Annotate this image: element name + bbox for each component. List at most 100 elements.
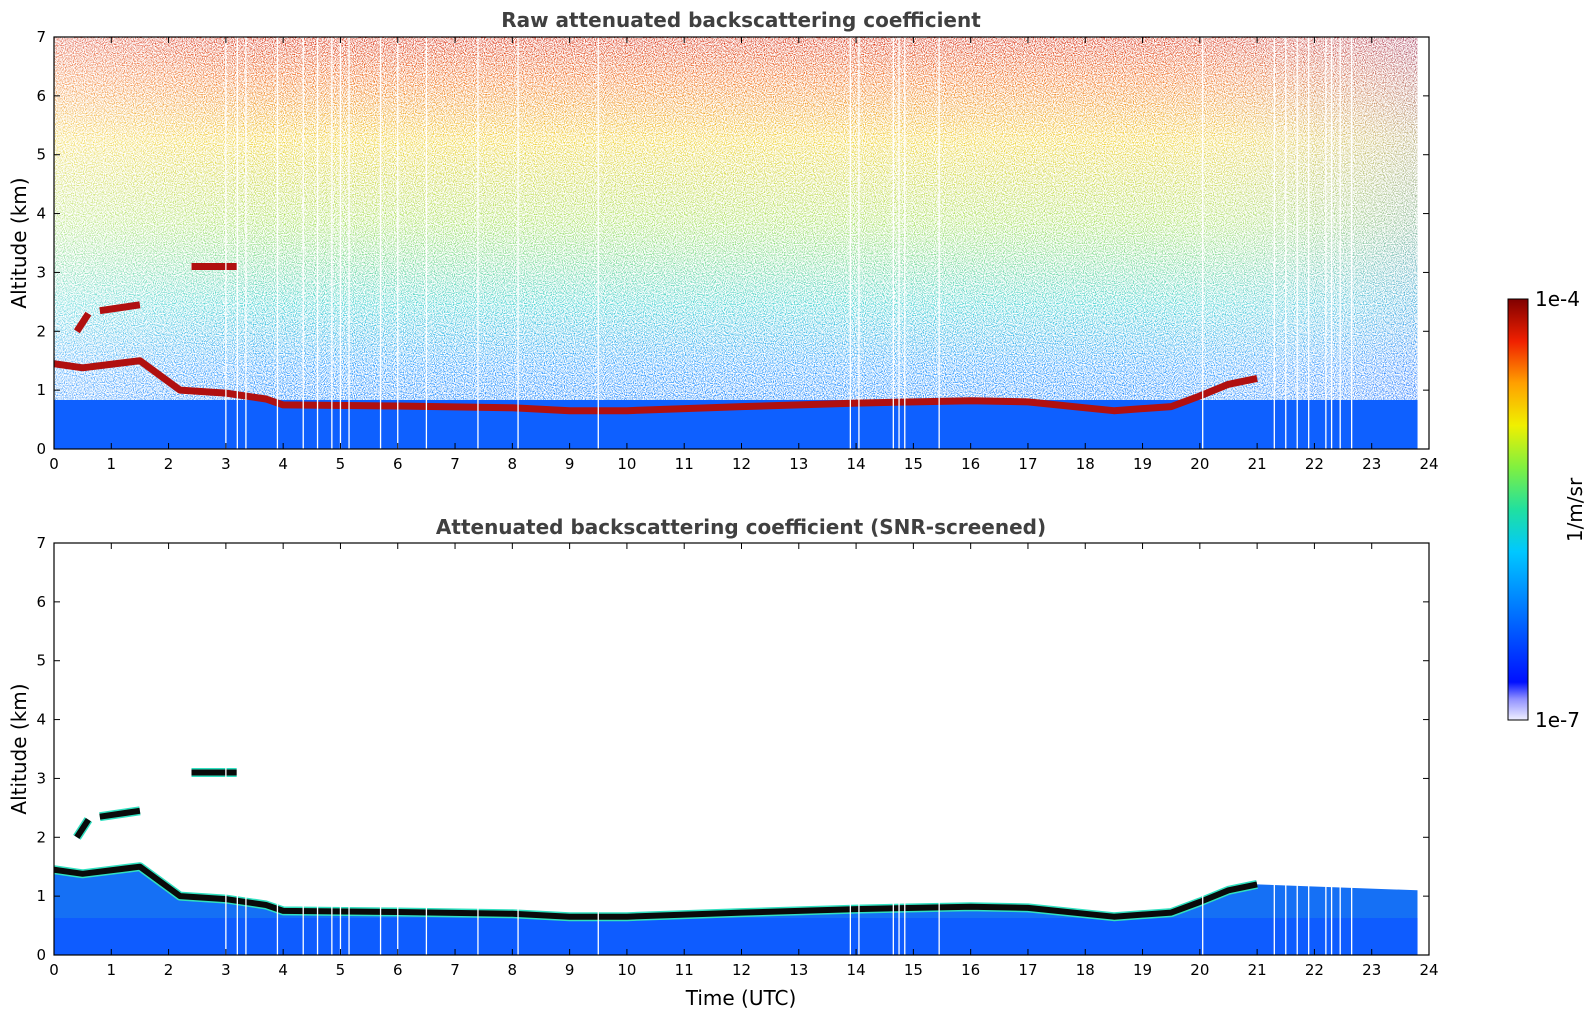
bottom-y-axis: 0 1 2 3 4 5 6 7 xyxy=(36,534,1429,964)
x-tick-label: 8 xyxy=(508,961,518,979)
x-tick-label: 17 xyxy=(1018,961,1037,979)
x-tick-label: 11 xyxy=(675,455,694,473)
cloud-layer xyxy=(54,863,1258,920)
y-tick-label: 0 xyxy=(36,440,46,458)
bottom-surface-layer xyxy=(54,918,1429,955)
x-tick-label: 10 xyxy=(617,961,636,979)
cloud-layer xyxy=(54,357,1258,415)
top-y-axis-label: Altitude (km) xyxy=(7,177,31,308)
x-tick-label: 8 xyxy=(508,455,518,473)
x-tick-label: 6 xyxy=(393,455,403,473)
x-tick-label: 19 xyxy=(1133,455,1152,473)
bottom-x-axis-label: Time (UTC) xyxy=(685,986,797,1010)
colorbar: 1e-4 1e-7 1/m/sr xyxy=(1507,287,1587,732)
x-tick-label: 3 xyxy=(221,455,231,473)
x-tick-label: 15 xyxy=(904,455,923,473)
x-tick-label: 9 xyxy=(565,961,575,979)
x-tick-label: 18 xyxy=(1076,961,1095,979)
x-tick-label: 16 xyxy=(961,455,980,473)
y-tick-label: 1 xyxy=(36,887,46,905)
cloud-layer xyxy=(99,301,141,315)
colorbar-gradient xyxy=(1507,298,1529,721)
y-tick-label: 7 xyxy=(36,534,46,552)
x-tick-label: 20 xyxy=(1190,961,1209,979)
bottom-x-axis: 0 1 2 3 4 5 6 7 8 9 10 11 12 13 14 15 16 17 18 19 20 21 22 23 24 xyxy=(49,543,1439,979)
colorbar-max-label: 1e-4 xyxy=(1535,287,1580,311)
x-tick-label: 24 xyxy=(1419,961,1438,979)
x-tick-label: 18 xyxy=(1076,455,1095,473)
y-tick-label: 7 xyxy=(36,28,46,46)
missing-data-area xyxy=(1417,543,1429,955)
y-tick-label: 0 xyxy=(36,946,46,964)
x-tick-label: 14 xyxy=(847,961,866,979)
x-tick-label: 12 xyxy=(732,455,751,473)
bottom-data-gaps xyxy=(225,543,1429,955)
x-tick-label: 16 xyxy=(961,961,980,979)
bottom-y-axis-label: Altitude (km) xyxy=(7,683,31,814)
x-tick-label: 23 xyxy=(1362,455,1381,473)
cloud-layer xyxy=(73,311,92,334)
top-y-axis: 0 1 2 3 4 5 6 7 xyxy=(36,28,1429,458)
x-tick-label: 22 xyxy=(1305,961,1324,979)
x-tick-label: 7 xyxy=(450,455,460,473)
x-tick-label: 1 xyxy=(107,961,117,979)
y-tick-label: 6 xyxy=(36,87,46,105)
x-tick-label: 20 xyxy=(1190,455,1209,473)
x-tick-label: 4 xyxy=(278,455,288,473)
bottom-cloud-layers xyxy=(54,768,1259,922)
x-tick-label: 13 xyxy=(789,961,808,979)
x-tick-label: 10 xyxy=(617,455,636,473)
x-tick-label: 17 xyxy=(1018,455,1037,473)
x-tick-label: 9 xyxy=(565,455,575,473)
y-tick-label: 4 xyxy=(36,205,46,223)
cloud-layer xyxy=(99,807,141,820)
x-tick-label: 11 xyxy=(675,961,694,979)
x-tick-label: 15 xyxy=(904,961,923,979)
top-x-axis: 0 1 2 3 4 5 6 7 8 9 10 11 12 13 14 15 16 17 18 19 20 21 22 23 24 xyxy=(49,37,1439,473)
x-tick-label: 4 xyxy=(278,961,288,979)
x-tick-label: 23 xyxy=(1362,961,1381,979)
bottom-panel: Attenuated backscattering coefficient (S… xyxy=(7,515,1439,1010)
x-tick-label: 2 xyxy=(164,455,174,473)
top-data-gaps xyxy=(225,37,1429,449)
x-tick-label: 2 xyxy=(164,961,174,979)
bottom-heatmap-background xyxy=(54,543,1429,955)
cloud-layer xyxy=(74,817,91,839)
x-tick-label: 3 xyxy=(221,961,231,979)
x-tick-label: 22 xyxy=(1305,455,1324,473)
x-tick-label: 12 xyxy=(732,961,751,979)
x-tick-label: 1 xyxy=(107,455,117,473)
top-heatmap xyxy=(54,37,1429,449)
y-tick-label: 3 xyxy=(36,263,46,281)
x-tick-label: 13 xyxy=(789,455,808,473)
bottom-heatmap xyxy=(54,543,1429,955)
bottom-chart-title: Attenuated backscattering coefficient (S… xyxy=(436,515,1046,539)
x-tick-label: 5 xyxy=(336,455,346,473)
y-tick-label: 1 xyxy=(36,381,46,399)
x-tick-label: 21 xyxy=(1248,455,1267,473)
colorbar-min-label: 1e-7 xyxy=(1535,708,1580,732)
y-tick-label: 5 xyxy=(36,146,46,164)
y-tick-label: 4 xyxy=(36,711,46,729)
x-tick-label: 7 xyxy=(450,961,460,979)
top-heatmap-noise xyxy=(54,37,1429,449)
x-tick-label: 0 xyxy=(49,455,59,473)
colorbar-unit-label: 1/m/sr xyxy=(1563,477,1587,542)
x-tick-label: 0 xyxy=(49,961,59,979)
top-chart-title: Raw attenuated backscattering coefficien… xyxy=(501,8,981,32)
x-tick-label: 24 xyxy=(1419,455,1438,473)
y-tick-label: 2 xyxy=(36,828,46,846)
y-tick-label: 5 xyxy=(36,652,46,670)
x-tick-label: 14 xyxy=(847,455,866,473)
y-tick-label: 6 xyxy=(36,593,46,611)
x-tick-label: 19 xyxy=(1133,961,1152,979)
x-tick-label: 5 xyxy=(336,961,346,979)
y-tick-label: 3 xyxy=(36,769,46,787)
missing-data-area xyxy=(1417,37,1429,449)
x-tick-label: 21 xyxy=(1248,961,1267,979)
top-panel: Raw attenuated backscattering coefficien… xyxy=(7,8,1439,473)
top-cloud-layers xyxy=(54,263,1258,415)
y-tick-label: 2 xyxy=(36,322,46,340)
x-tick-label: 6 xyxy=(393,961,403,979)
